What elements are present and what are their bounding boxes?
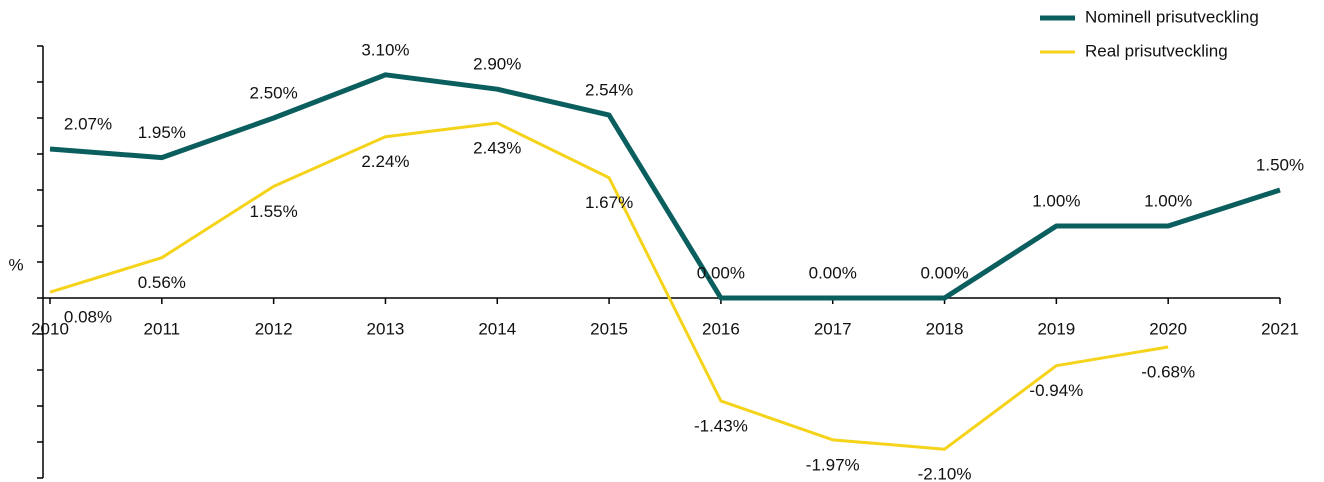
x-tick-label: 2015 — [590, 319, 628, 338]
data-label: 0.00% — [809, 263, 857, 282]
data-label: 2.43% — [473, 139, 521, 158]
data-label: 1.67% — [585, 193, 633, 212]
x-tick-label: 2018 — [926, 319, 964, 338]
data-label: -1.97% — [806, 455, 860, 474]
data-label: 1.00% — [1032, 191, 1080, 210]
data-label: -1.43% — [694, 416, 748, 435]
data-label: 2.54% — [585, 81, 633, 100]
data-label: -0.94% — [1029, 381, 1083, 400]
data-label: 0.56% — [138, 273, 186, 292]
y-axis-label: % — [8, 255, 23, 274]
data-label: 2.24% — [361, 152, 409, 171]
data-label: -2.10% — [918, 465, 972, 482]
legend-label: Real prisutveckling — [1085, 41, 1228, 60]
data-label: 1.55% — [250, 202, 298, 221]
x-tick-label: 2012 — [255, 319, 293, 338]
x-tick-label: 2017 — [814, 319, 852, 338]
data-label: 2.07% — [64, 114, 112, 133]
x-tick-label: 2014 — [478, 319, 516, 338]
x-tick-label: 2010 — [31, 319, 69, 338]
data-label: 2.90% — [473, 55, 521, 74]
legend-label: Nominell prisutveckling — [1085, 7, 1259, 26]
data-label: 1.95% — [138, 123, 186, 142]
data-label: 0.08% — [64, 308, 112, 327]
data-label: 0.00% — [697, 263, 745, 282]
x-tick-label: 2020 — [1149, 319, 1187, 338]
x-tick-label: 2013 — [367, 319, 405, 338]
series-line — [49, 121, 1169, 451]
data-label: 2.50% — [250, 83, 298, 102]
data-label: 1.50% — [1256, 155, 1304, 174]
data-label: 1.00% — [1144, 191, 1192, 210]
x-tick-label: 2021 — [1261, 319, 1299, 338]
x-tick-label: 2011 — [144, 319, 181, 338]
series-line — [49, 72, 1281, 301]
data-label: 0.00% — [920, 263, 968, 282]
x-tick-label: 2016 — [702, 319, 740, 338]
data-label: 3.10% — [361, 40, 409, 59]
data-label: -0.68% — [1141, 362, 1195, 381]
x-tick-label: 2019 — [1037, 319, 1075, 338]
